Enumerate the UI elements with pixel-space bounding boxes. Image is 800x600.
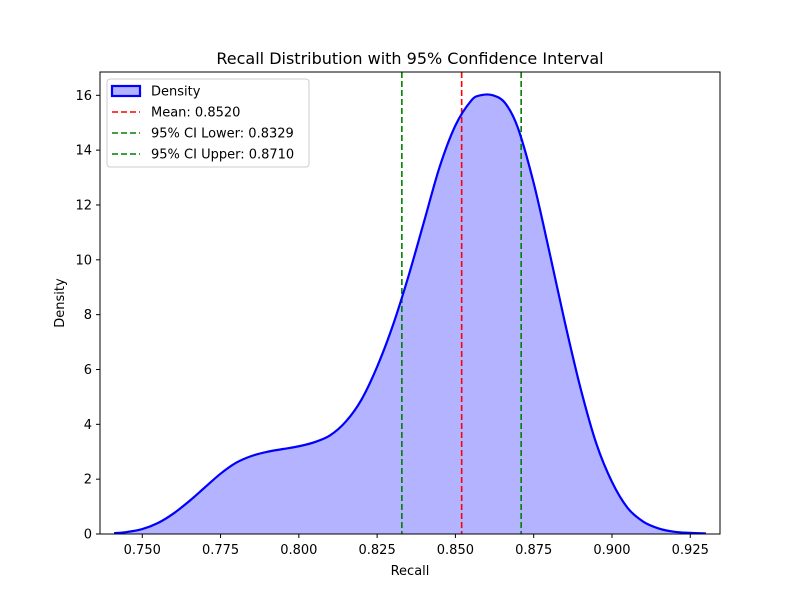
y-tick-label: 10 bbox=[75, 253, 92, 268]
x-tick-label: 0.875 bbox=[515, 543, 552, 558]
legend-label-density: Density bbox=[151, 85, 201, 100]
x-tick-label: 0.900 bbox=[593, 543, 630, 558]
legend-box bbox=[106, 78, 310, 168]
x-axis-label: Recall bbox=[391, 564, 430, 579]
legend-label-95-ci-upper-0-8710: 95% CI Upper: 0.8710 bbox=[151, 148, 294, 163]
y-tick-label: 6 bbox=[84, 363, 92, 378]
x-tick-label: 0.925 bbox=[672, 543, 709, 558]
x-tick-label: 0.825 bbox=[359, 543, 396, 558]
y-axis-ticks: 0 2 4 6 8 10 12 14 16 bbox=[75, 89, 100, 543]
plot-frame bbox=[99, 71, 721, 535]
y-tick-label: 14 bbox=[75, 144, 92, 159]
y-tick-label: 4 bbox=[84, 418, 92, 433]
density-area-fill bbox=[114, 94, 706, 535]
x-tick-label: 0.800 bbox=[280, 543, 317, 558]
density-curve bbox=[113, 93, 706, 535]
x-tick-label: 0.750 bbox=[124, 543, 161, 558]
legend-label-95-ci-lower-0-8329: 95% CI Lower: 0.8329 bbox=[151, 127, 294, 142]
plot-area bbox=[113, 72, 706, 535]
x-tick-label: 0.850 bbox=[437, 543, 474, 558]
y-tick-label: 12 bbox=[75, 198, 92, 213]
y-tick-label: 16 bbox=[75, 89, 92, 104]
legend: Density Mean: 0.8520 95% CI Lower: 0.8329 9… bbox=[106, 78, 310, 168]
chart-title: Recall Distribution with 95% Confidence … bbox=[216, 49, 603, 68]
legend-swatch-density bbox=[110, 84, 142, 98]
y-tick-label: 2 bbox=[84, 473, 92, 488]
x-tick-label: 0.775 bbox=[202, 543, 239, 558]
y-axis-label: Density bbox=[53, 278, 68, 328]
legend-label-mean-0-8520: Mean: 0.8520 bbox=[151, 106, 240, 121]
y-tick-label: 8 bbox=[84, 308, 92, 323]
x-axis-ticks: 0.750 0.775 0.800 0.825 0.850 0.875 0.900 0.925 bbox=[124, 534, 709, 558]
y-tick-label: 0 bbox=[84, 528, 92, 543]
